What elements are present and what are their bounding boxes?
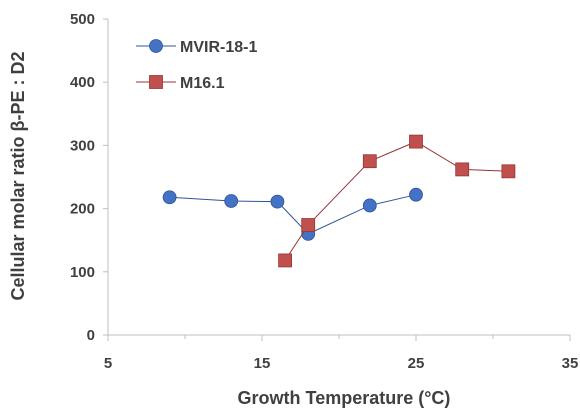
plot-area [162, 134, 516, 268]
data-point [362, 198, 377, 213]
y-tick-label: 100 [70, 264, 95, 281]
y-tick-label: 300 [70, 137, 95, 154]
axes: 0 100 200 300 400 500 5 15 25 35 [70, 11, 578, 372]
legend-item: M16.1 [136, 75, 225, 92]
y-tick-label: 200 [70, 201, 95, 218]
data-point [409, 134, 423, 149]
legend-label: MVIR-18-1 [180, 39, 257, 56]
y-tick-label: 0 [87, 327, 95, 344]
x-tick-label: 25 [408, 355, 425, 372]
data-point [162, 190, 177, 205]
y-axis-title: Cellular molar ratio β-PE : D2 [8, 51, 28, 300]
x-tick-label: 5 [104, 355, 112, 372]
data-point [455, 162, 470, 177]
data-point [409, 187, 423, 202]
data-point [301, 218, 316, 232]
data-point [278, 253, 293, 268]
x-tick-label: 15 [254, 355, 271, 372]
data-point [270, 194, 285, 209]
data-point [224, 194, 239, 208]
series-1 [162, 187, 423, 241]
legend-marker [149, 75, 163, 89]
data-point [362, 154, 377, 169]
x-axis-title: Growth Temperature (°C) [238, 388, 451, 408]
legend-label: M16.1 [180, 75, 225, 92]
legend-marker [149, 39, 163, 53]
y-tick-label: 400 [70, 74, 95, 91]
data-point [501, 164, 516, 179]
x-tick-label: 35 [562, 355, 579, 372]
legend: MVIR-18-1 M16.1 [136, 39, 257, 92]
y-tick-label: 500 [70, 11, 95, 28]
series-line [169, 194, 417, 235]
series-line [284, 141, 509, 261]
legend-item: MVIR-18-1 [136, 39, 257, 56]
series-2 [278, 134, 516, 268]
